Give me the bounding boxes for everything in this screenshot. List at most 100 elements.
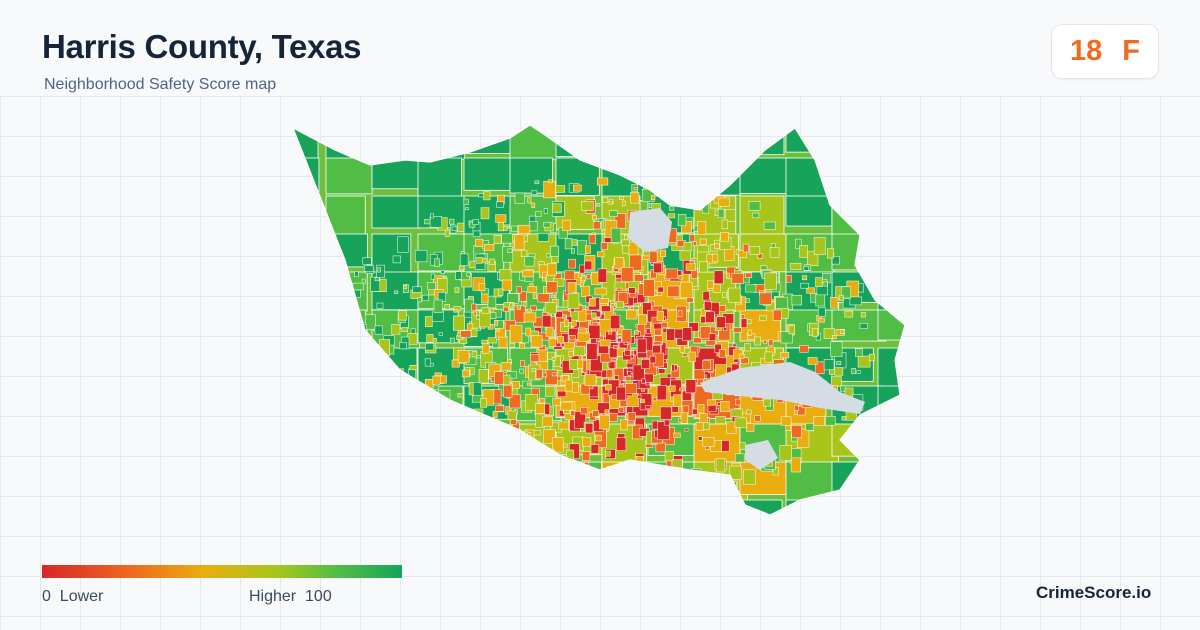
tract-cell <box>557 390 567 398</box>
tract-cell <box>496 439 506 449</box>
tract-cell <box>440 270 445 274</box>
tract-cell <box>614 375 619 380</box>
tract-cell <box>492 411 498 418</box>
tract-cell <box>424 358 431 367</box>
tract-cell <box>535 211 542 217</box>
tract-cell <box>748 201 761 211</box>
tract-cell <box>763 339 768 345</box>
tract-cell <box>594 287 607 296</box>
tract-cell <box>693 369 705 380</box>
tract-cell <box>759 315 767 321</box>
tract-cell <box>401 327 409 333</box>
tract-cell <box>463 125 516 154</box>
tract-cell <box>496 201 504 208</box>
tract-cell <box>595 434 602 442</box>
tract-cell <box>599 339 611 347</box>
tract-cell <box>745 298 750 303</box>
tract-cell <box>581 201 594 211</box>
tract-cell <box>795 238 802 249</box>
tract-cell <box>573 345 586 357</box>
tract-cell <box>693 157 741 196</box>
tract-cell <box>805 422 814 431</box>
tract-cell <box>745 284 757 293</box>
tract-cell <box>734 453 745 463</box>
tract-cell <box>826 248 834 259</box>
tract-cell <box>325 461 379 506</box>
tract-cell <box>334 339 343 349</box>
tract-cell <box>841 416 847 421</box>
tract-cell <box>685 490 696 499</box>
tract-cell <box>400 451 408 457</box>
tract-cell <box>494 466 500 474</box>
tract-cell <box>472 219 479 225</box>
tract-cell <box>551 372 558 377</box>
tract-cell <box>602 197 609 203</box>
tract-cell <box>673 364 678 371</box>
tract-cell <box>438 395 444 404</box>
tract-cell <box>530 354 540 363</box>
tract-cell <box>568 350 574 358</box>
tract-cell <box>425 343 434 351</box>
tract-cell <box>573 184 582 192</box>
tract-cell <box>482 452 490 461</box>
tract-cell <box>547 263 557 276</box>
tract-cell <box>578 474 588 490</box>
tract-cell <box>857 355 871 368</box>
tract-cell <box>356 362 362 367</box>
tract-cell <box>621 239 630 246</box>
tract-cell <box>643 279 655 297</box>
tract-cell <box>656 311 664 321</box>
legend-max: Higher 100 <box>249 588 332 606</box>
tract-cell <box>537 293 550 303</box>
tract-cell <box>463 461 511 496</box>
tract-cell <box>645 382 650 386</box>
tract-cell <box>401 424 411 435</box>
tract-cell <box>332 336 341 342</box>
tract-cell <box>368 373 382 389</box>
tract-cell <box>325 271 368 312</box>
tract-cell <box>548 338 557 348</box>
tract-cell <box>519 342 526 349</box>
tract-cell <box>597 268 607 283</box>
tract-cell <box>455 271 462 280</box>
tract-cell <box>543 429 556 444</box>
tract-cell <box>641 359 650 369</box>
tract-cell <box>620 380 625 384</box>
tract-cell <box>394 290 399 294</box>
tract-cell <box>571 248 575 254</box>
tract-cell <box>790 457 801 473</box>
tract-cell <box>621 200 626 207</box>
tract-cell <box>627 370 632 376</box>
tract-cell <box>570 464 580 474</box>
tract-cell <box>680 281 693 299</box>
tract-cell <box>501 279 513 291</box>
tract-cell <box>619 419 628 431</box>
tract-cell <box>325 423 377 465</box>
tract-cell <box>799 245 808 258</box>
tract-cell <box>785 157 829 197</box>
tract-cell <box>551 356 556 361</box>
tract-cell <box>609 412 618 422</box>
tract-cell <box>535 368 543 379</box>
tract-cell <box>657 286 664 293</box>
tract-cell <box>673 432 681 438</box>
tract-cell <box>616 478 621 485</box>
tract-cell <box>447 432 456 444</box>
tract-cell <box>645 405 651 410</box>
tract-cell <box>581 372 586 376</box>
brand-logo[interactable]: CrimeScore.io <box>1036 583 1152 602</box>
tract-cell <box>585 245 591 254</box>
tract-cell <box>580 489 587 498</box>
tract-cell <box>591 312 597 319</box>
tract-cell <box>613 345 619 349</box>
tract-cell <box>552 203 562 213</box>
tract-cell <box>785 195 833 227</box>
tract-cell <box>494 371 504 385</box>
tract-cell <box>597 402 610 414</box>
tract-cell <box>830 341 843 357</box>
tract-cell <box>671 406 679 413</box>
tract-cell <box>400 441 407 448</box>
tract-cell <box>531 202 536 208</box>
tract-cell <box>462 369 470 378</box>
